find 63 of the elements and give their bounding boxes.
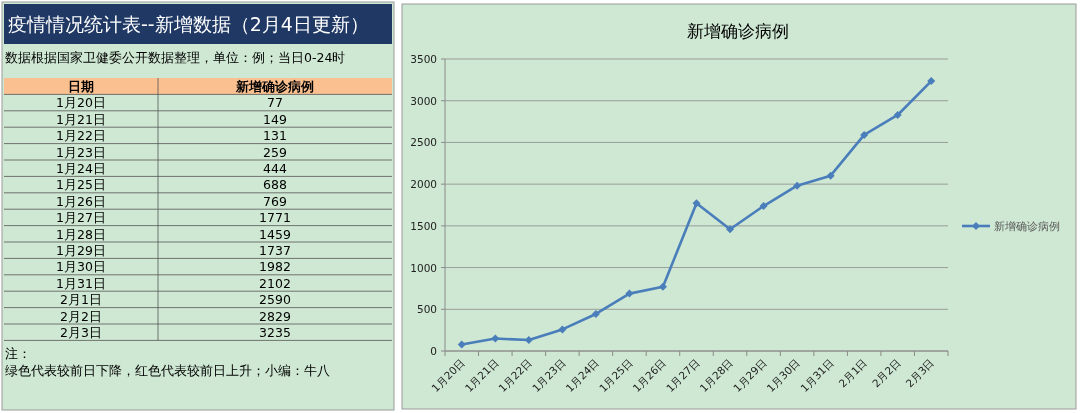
text: 259 (263, 144, 287, 160)
point (893, 110, 902, 119)
y-tick-label: 3000 (410, 94, 437, 107)
category-label: 1月24日 (56, 161, 106, 176)
text: 3235 (259, 325, 291, 340)
text: 2590 (259, 292, 291, 308)
y-tick-label: 1000 (410, 261, 437, 274)
point (759, 202, 768, 211)
point (692, 199, 701, 208)
text: 日期 (68, 79, 94, 94)
category-label: 1月25日 (56, 177, 106, 193)
category-label: 1月31日 (56, 275, 106, 291)
y-tick-label: 1500 (410, 219, 437, 232)
legend-label: 新增确诊病例 (994, 220, 1060, 233)
text: 注： (5, 346, 31, 362)
point (860, 130, 869, 139)
category-label: 2月1日 (60, 292, 102, 308)
point (491, 334, 500, 343)
point (457, 340, 466, 349)
point (625, 289, 634, 298)
text: 149 (263, 111, 287, 127)
category-label: 1月26日 (56, 193, 106, 209)
chart-title: 新增确诊病例 (687, 21, 789, 41)
text: 新增确诊病例 (235, 79, 314, 94)
point (558, 325, 567, 334)
point (826, 171, 835, 180)
x-tick-label: 2月3日 (903, 355, 937, 390)
category-label: 1月23日 (56, 144, 106, 160)
text: 77 (267, 95, 283, 111)
x-tick-label: 2月2日 (869, 355, 904, 390)
category-label: 2月2日 (60, 308, 102, 324)
point (658, 282, 667, 291)
y-tick-label: 3500 (410, 53, 437, 65)
category-label: 2月3日 (60, 325, 102, 340)
text: 1771 (259, 210, 291, 226)
text: 131 (263, 128, 287, 144)
y-tick-label: 2000 (410, 178, 437, 191)
y-tick-label: 2500 (410, 136, 437, 149)
text: 2102 (259, 275, 291, 291)
x-tick-label: 2月1日 (836, 355, 870, 390)
text: 疫情情况统计表--新增数据（2月4日更新） (8, 13, 369, 35)
text: 1459 (259, 226, 291, 242)
point (927, 77, 936, 86)
category-label: 1月29日 (56, 243, 106, 258)
category-label: 1月30日 (56, 259, 106, 275)
y-tick-label: 500 (416, 303, 437, 316)
point (793, 181, 802, 190)
text: 1737 (259, 243, 291, 258)
text: 数据根据国家卫健委公开数据整理，单位：例；当日0-24时 (5, 50, 346, 65)
point (726, 225, 735, 234)
text: 绿色代表较前日下降，红色代表较前日上升；小编：牛八 (5, 363, 330, 379)
text: 2829 (259, 308, 291, 324)
point (591, 309, 600, 318)
category-label: 1月20日 (56, 95, 106, 111)
text: 769 (263, 193, 287, 209)
category-label: 1月27日 (56, 210, 106, 226)
category-label: 1月21日 (56, 111, 106, 127)
text: 688 (263, 177, 287, 193)
text: 444 (263, 161, 287, 176)
category-label: 1月28日 (56, 226, 106, 242)
text: 1982 (259, 259, 291, 275)
category-label: 1月22日 (56, 128, 106, 144)
y-tick-label: 0 (430, 345, 437, 357)
